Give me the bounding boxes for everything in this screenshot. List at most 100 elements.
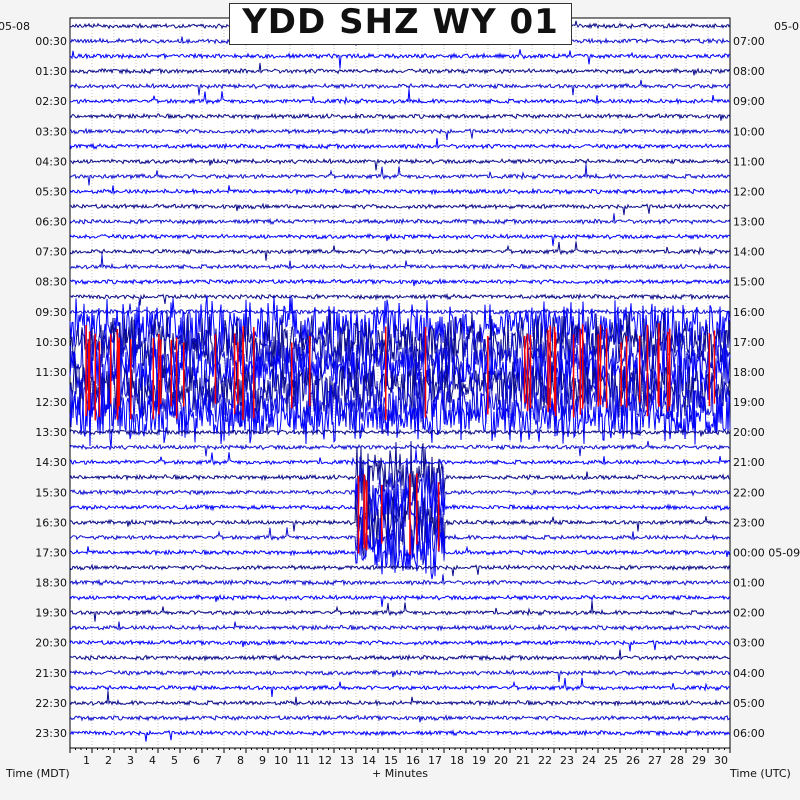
- x-tick-label: 7: [215, 754, 222, 767]
- left-time-label: 19:30: [35, 607, 67, 620]
- right-time-label: 06:00: [733, 727, 765, 740]
- title-box: [229, 3, 572, 45]
- seismic-trace: [69, 593, 731, 607]
- x-axis: 1 2 3 4 5 6 7 8 9 10 11 12 13 14 15 16 17 18 19 20 21 22 23 24 2…: [69, 748, 731, 767]
- left-time-label: 10:30: [35, 336, 67, 349]
- x-tick-label: 25: [604, 754, 618, 767]
- right-time-label: 20:00: [733, 426, 765, 439]
- right-time-label: 08:00: [733, 65, 765, 78]
- seismic-trace: [69, 127, 731, 140]
- left-time-label: 12:30: [35, 396, 67, 409]
- left-time-label: 22:30: [35, 697, 67, 710]
- x-tick-label: 2: [105, 754, 112, 767]
- x-tick-label: 1: [83, 754, 90, 767]
- left-time-label: 16:30: [35, 516, 67, 529]
- right-time-label: 01:00: [733, 577, 765, 590]
- seismic-trace: [69, 677, 731, 697]
- x-tick-label: 8: [237, 754, 244, 767]
- seismic-trace: [69, 621, 730, 632]
- left-time-label: 18:30: [35, 577, 67, 590]
- right-time-label: 03:00: [733, 637, 765, 650]
- seismic-trace: [69, 669, 731, 683]
- x-tick-label: 12: [318, 754, 332, 767]
- left-time-label: 15:30: [35, 486, 67, 499]
- seismic-trace: [69, 79, 731, 96]
- x-tick-label: 15: [384, 754, 398, 767]
- left-time-label: 17:30: [35, 546, 67, 559]
- right-time-label: 22:00: [733, 486, 765, 499]
- left-time-label: 07:30: [35, 246, 67, 259]
- seismic-trace: [69, 729, 731, 742]
- right-time-label: 19:00: [733, 396, 765, 409]
- left-axis-label: Time (MDT): [5, 767, 70, 780]
- x-tick-label: 11: [296, 754, 310, 767]
- right-time-label: 18:00: [733, 366, 765, 379]
- seismic-trace: [69, 385, 731, 449]
- seismic-trace: [69, 639, 731, 652]
- x-tick-label: 13: [340, 754, 354, 767]
- left-time-label: 21:30: [35, 667, 67, 680]
- left-time-label: 08:30: [35, 276, 67, 289]
- left-time-label: 01:30: [35, 65, 67, 78]
- seismic-trace: [69, 254, 731, 271]
- chart-title: YDD SHZ WY 01: [242, 2, 559, 42]
- seismic-trace: [69, 138, 731, 151]
- seismic-traces: [69, 17, 731, 742]
- right-time-label: 05:00: [733, 697, 765, 710]
- left-time-label: 23:30: [35, 727, 67, 740]
- right-time-label: 23:00: [733, 516, 765, 529]
- right-time-label: 04:00: [733, 667, 765, 680]
- x-tick-label: 26: [626, 754, 640, 767]
- right-time-label: 16:00: [733, 306, 765, 319]
- right-time-label: 09:00: [733, 95, 765, 108]
- x-tick-label: 21: [516, 754, 530, 767]
- date-right: 05-0: [774, 20, 799, 33]
- left-time-label: 09:30: [35, 306, 67, 319]
- seismic-trace: [69, 112, 731, 121]
- left-time-label: 13:30: [35, 426, 67, 439]
- x-tick-label: 30: [714, 754, 728, 767]
- left-time-label: 03:30: [35, 125, 67, 138]
- seismic-trace: [69, 714, 731, 723]
- seismic-trace: [69, 440, 731, 457]
- right-time-label: 07:00: [733, 35, 765, 48]
- x-tick-label: 14: [362, 754, 376, 767]
- x-tick-label: 29: [692, 754, 706, 767]
- seismic-trace: [69, 600, 731, 622]
- left-time-labels: 00:30 01:30 02:30 03:30 04:30 05:30 06:30 07:30…: [35, 35, 67, 740]
- x-tick-label: 3: [127, 754, 134, 767]
- x-tick-label: 22: [538, 754, 552, 767]
- seismic-trace: [69, 278, 731, 287]
- x-tick-label: 4: [149, 754, 156, 767]
- seismic-trace: [69, 423, 731, 437]
- right-time-label: 17:00: [733, 336, 765, 349]
- x-tick-label: 16: [406, 754, 420, 767]
- right-time-label: 11:00: [733, 155, 765, 168]
- seismic-trace: [69, 157, 731, 171]
- x-tick-label: 6: [193, 754, 200, 767]
- seismic-trace: [69, 484, 731, 558]
- left-time-label: 06:30: [35, 216, 67, 229]
- left-time-label: 00:30: [35, 35, 67, 48]
- right-time-label: 12:00: [733, 185, 765, 198]
- seismic-trace: [69, 185, 731, 196]
- seismic-trace: [69, 472, 731, 545]
- seismic-trace: [69, 49, 731, 69]
- x-tick-label: 5: [171, 754, 178, 767]
- right-time-label: 14:00: [733, 246, 765, 259]
- left-time-label: 20:30: [35, 637, 67, 650]
- seismic-trace: [69, 325, 731, 389]
- left-time-label: 04:30: [35, 155, 67, 168]
- seismic-trace: [69, 690, 731, 707]
- seismic-trace: [69, 441, 731, 515]
- x-tick-label: 28: [670, 754, 684, 767]
- seismic-trace: [69, 89, 730, 106]
- seismic-trace: [69, 232, 731, 246]
- seismic-trace: [69, 292, 731, 306]
- seismic-trace: [69, 241, 731, 261]
- x-tick-label: 10: [274, 754, 288, 767]
- x-tick-label: 18: [450, 754, 464, 767]
- right-time-label: 13:00: [733, 216, 765, 229]
- right-time-label: 00:00 05-09: [733, 546, 800, 559]
- seismic-trace: [69, 62, 731, 76]
